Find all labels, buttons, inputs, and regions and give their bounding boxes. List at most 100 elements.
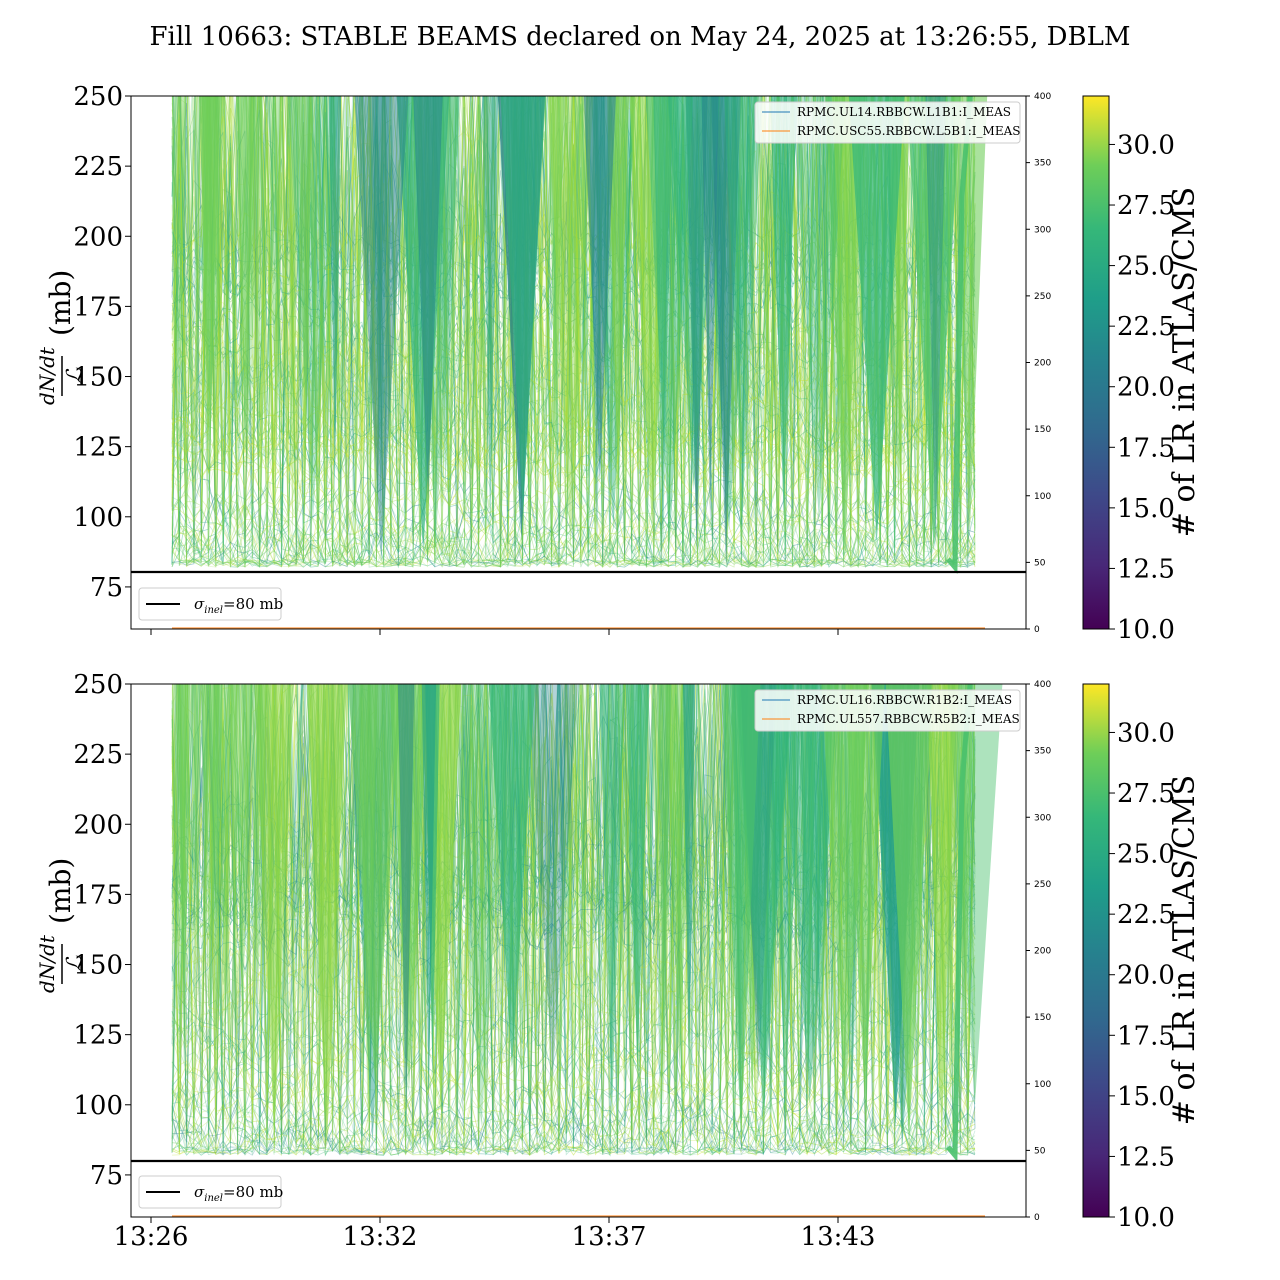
- bottom-loss-trace: [171, 684, 976, 1153]
- top-ytick-label: 100: [73, 503, 123, 533]
- top-legend-entry-1: RPMC.UL14.RBBCW.L1B1:I_MEAS: [797, 105, 1011, 119]
- bottom-loss-trace: [171, 684, 976, 1068]
- top-y2tick-label: 50: [1034, 558, 1046, 568]
- top-loss-spike: [268, 96, 284, 444]
- bottom-loss-trace: [171, 684, 976, 1156]
- bottom-loss-spike: [230, 684, 239, 1057]
- bottom-loss-spike: [241, 684, 252, 942]
- bottom-loss-trace: [171, 684, 976, 1126]
- bottom-loss-spike: [348, 684, 403, 1085]
- bottom-loss-trace: [171, 684, 976, 1102]
- top-loss-trace: [171, 96, 976, 567]
- top-threshold-sub: inel: [204, 605, 223, 616]
- top-loss-trace: [171, 96, 976, 569]
- bottom-ytick-label: 150: [73, 951, 123, 981]
- bottom-xtick-label: 13:37: [572, 1222, 647, 1252]
- bottom-y2tick-label: 150: [1034, 1013, 1051, 1023]
- bottom-loss-spike: [657, 684, 672, 1079]
- bottom-loss-spike: [421, 684, 437, 1094]
- top-loss-trace: [171, 96, 976, 327]
- bottom-loss-spike: [650, 684, 676, 1109]
- top-x-ticks: [150, 629, 839, 635]
- bottom-ylabel: (mb) dN/dt ℒ: [35, 858, 88, 993]
- top-loss-trace: [171, 96, 976, 568]
- top-legend-entry-2: RPMC.USC55.RBBCW.L5B1:I_MEAS: [797, 124, 1020, 138]
- top-loss-spike: [285, 96, 300, 541]
- bottom-loss-trace: [171, 684, 976, 1156]
- top-loss-trace: [171, 96, 976, 538]
- bottom-loss-trace: [171, 684, 975, 1157]
- top-loss-spike: [199, 96, 220, 495]
- top-loss-trace: [171, 96, 975, 569]
- top-loss-spike: [825, 96, 865, 562]
- bottom-loss-trace: [171, 684, 976, 1141]
- bottom-loss-spike: [885, 684, 933, 1140]
- bottom-loss-trace: [171, 684, 976, 1083]
- bottom-ytick-label: 100: [73, 1091, 123, 1121]
- bottom-loss-trace: [171, 684, 976, 1156]
- bottom-xtick-label: 13:43: [801, 1222, 876, 1252]
- bottom-loss-spike: [941, 684, 959, 1110]
- bottom-loss-spike: [721, 684, 761, 1139]
- top-loss-trace: [171, 96, 976, 529]
- bottom-colorbar-tick-label: 20.0: [1117, 961, 1175, 991]
- bottom-ytick-label: 250: [73, 670, 123, 700]
- bottom-legend-entry-2: RPMC.UL557.RBBCW.R5B2:I_MEAS: [797, 712, 1020, 726]
- bottom-loss-trace: [171, 684, 976, 1157]
- bottom-y2tick-label: 350: [1034, 747, 1051, 757]
- bottom-ylabel-num: dN/dt: [35, 934, 59, 993]
- top-loss-spike: [202, 96, 215, 358]
- bottom-loss-spike: [201, 684, 220, 1014]
- top-loss-spike: [287, 96, 338, 523]
- top-loss-trace: [171, 96, 976, 568]
- top-colorbar: 10.0 12.5 15.0 17.5 20.0 22.5 25.0 27.5 30.0 # o…: [1082, 95, 1202, 645]
- bottom-loss-trace: [171, 684, 976, 1093]
- bottom-loss-trace: [171, 684, 976, 1095]
- top-colorbar-gradient: [1082, 95, 1110, 630]
- top-loss-spike: [193, 96, 201, 499]
- top-loss-trace: [171, 96, 976, 568]
- bottom-colorbar-label: # of LR in ATLAS/CMS: [1167, 775, 1202, 1125]
- top-loss-trace: [171, 96, 968, 568]
- top-ytick-label: 125: [73, 433, 123, 463]
- bottom-y2tick-label: 100: [1034, 1080, 1051, 1090]
- bottom-colorbar-tick-label: 12.5: [1117, 1142, 1175, 1172]
- top-loss-spike: [237, 96, 258, 476]
- bottom-loss-trace: [171, 684, 976, 1148]
- top-ytick-label: 200: [73, 222, 123, 252]
- bottom-traces: [171, 684, 1003, 1162]
- top-loss-spike: [653, 96, 673, 558]
- top-loss-spike: [925, 96, 946, 550]
- bottom-end-spike: [946, 684, 973, 1162]
- top-loss-trace: [171, 96, 976, 568]
- top-y2-axis: 0 50 100 150 200 250 300 350 400: [1026, 92, 1051, 635]
- bottom-legend: RPMC.UL16.RBBCW.R1B2:I_MEAS RPMC.UL557.R…: [754, 689, 1021, 732]
- top-loss-trace: [171, 96, 976, 568]
- bottom-loss-spike: [254, 684, 295, 1139]
- top-loss-trace: [171, 96, 976, 532]
- bottom-ylabel-den: ℒ: [63, 955, 88, 972]
- bottom-loss-spike: [249, 684, 266, 1001]
- top-ytick-label: 225: [73, 152, 123, 182]
- top-colorbar-tick-label: 22.5: [1117, 312, 1175, 342]
- top-loss-trace: [171, 96, 972, 538]
- bottom-loss-trace: [171, 684, 976, 1156]
- top-loss-trace: [171, 96, 976, 491]
- top-loss-spike: [547, 96, 594, 550]
- bottom-loss-trace: [172, 684, 976, 1152]
- bottom-loss-trace: [171, 684, 976, 1136]
- bottom-loss-trace: [171, 684, 976, 1157]
- bottom-y-axis: 75 100 125 150 175 200 225 250: [73, 670, 131, 1191]
- top-loss-spike: [354, 96, 409, 561]
- bottom-loss-spike: [175, 684, 194, 1003]
- top-colorbar-tick-label: 10.0: [1117, 615, 1175, 645]
- bottom-threshold-sym: σ: [194, 1183, 205, 1201]
- top-loss-trace: [171, 96, 976, 559]
- top-y2tick-label: 150: [1034, 425, 1051, 435]
- top-colorbar-tick-label: 15.0: [1117, 494, 1175, 524]
- bottom-loss-trace: [171, 684, 976, 1156]
- bottom-loss-trace: [171, 684, 976, 1157]
- top-loss-trace: [171, 96, 976, 568]
- top-y2tick-label: 400: [1034, 92, 1051, 102]
- bottom-loss-spike: [488, 684, 536, 1069]
